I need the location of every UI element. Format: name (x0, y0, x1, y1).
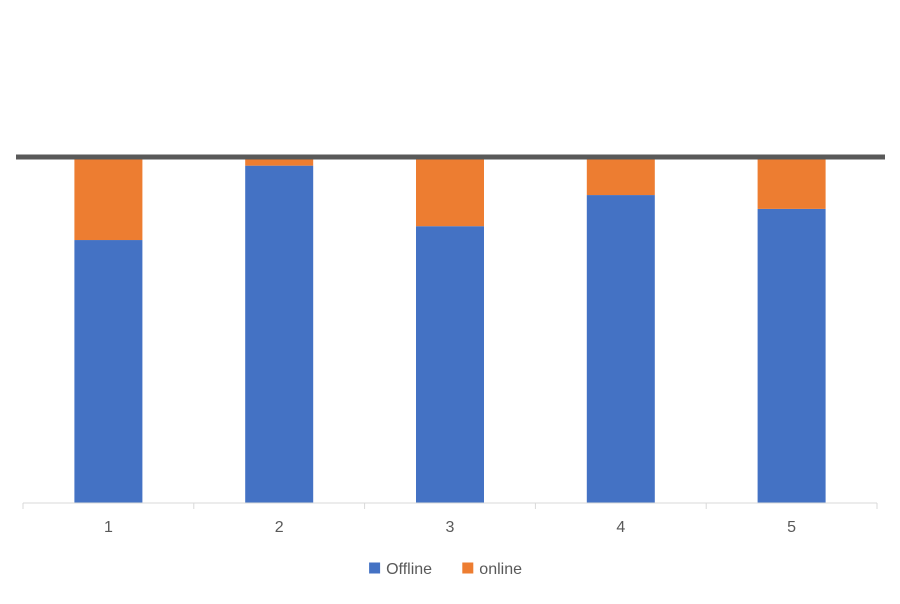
bar-offline-3 (416, 226, 484, 503)
bar-online-3 (416, 157, 484, 227)
x-tick-label: 2 (275, 519, 284, 536)
bar-offline-5 (757, 208, 826, 503)
bars-layer (74, 157, 826, 504)
legend-label: online (479, 561, 522, 578)
legend-label: Offline (386, 561, 432, 578)
x-tick-label: 1 (104, 519, 113, 536)
bar-online-1 (74, 157, 143, 241)
legend: Offline online (369, 561, 522, 578)
legend-swatch (462, 562, 474, 574)
bar-offline-4 (586, 195, 655, 503)
x-tick-label: 4 (616, 519, 625, 536)
x-tick-label: 5 (787, 519, 796, 536)
x-tick-label: 3 (446, 519, 455, 536)
bar-online-2 (245, 157, 314, 166)
bar-offline-2 (245, 165, 314, 503)
legend-swatch (369, 562, 381, 574)
legend-item-online: online (462, 561, 522, 578)
legend-item-offline: Offline (369, 561, 432, 578)
x-axis: 1 2 3 4 5 (22, 502, 878, 536)
bar-offline-1 (74, 240, 143, 504)
bar-online-4 (586, 157, 655, 196)
bar-online-5 (757, 157, 826, 209)
